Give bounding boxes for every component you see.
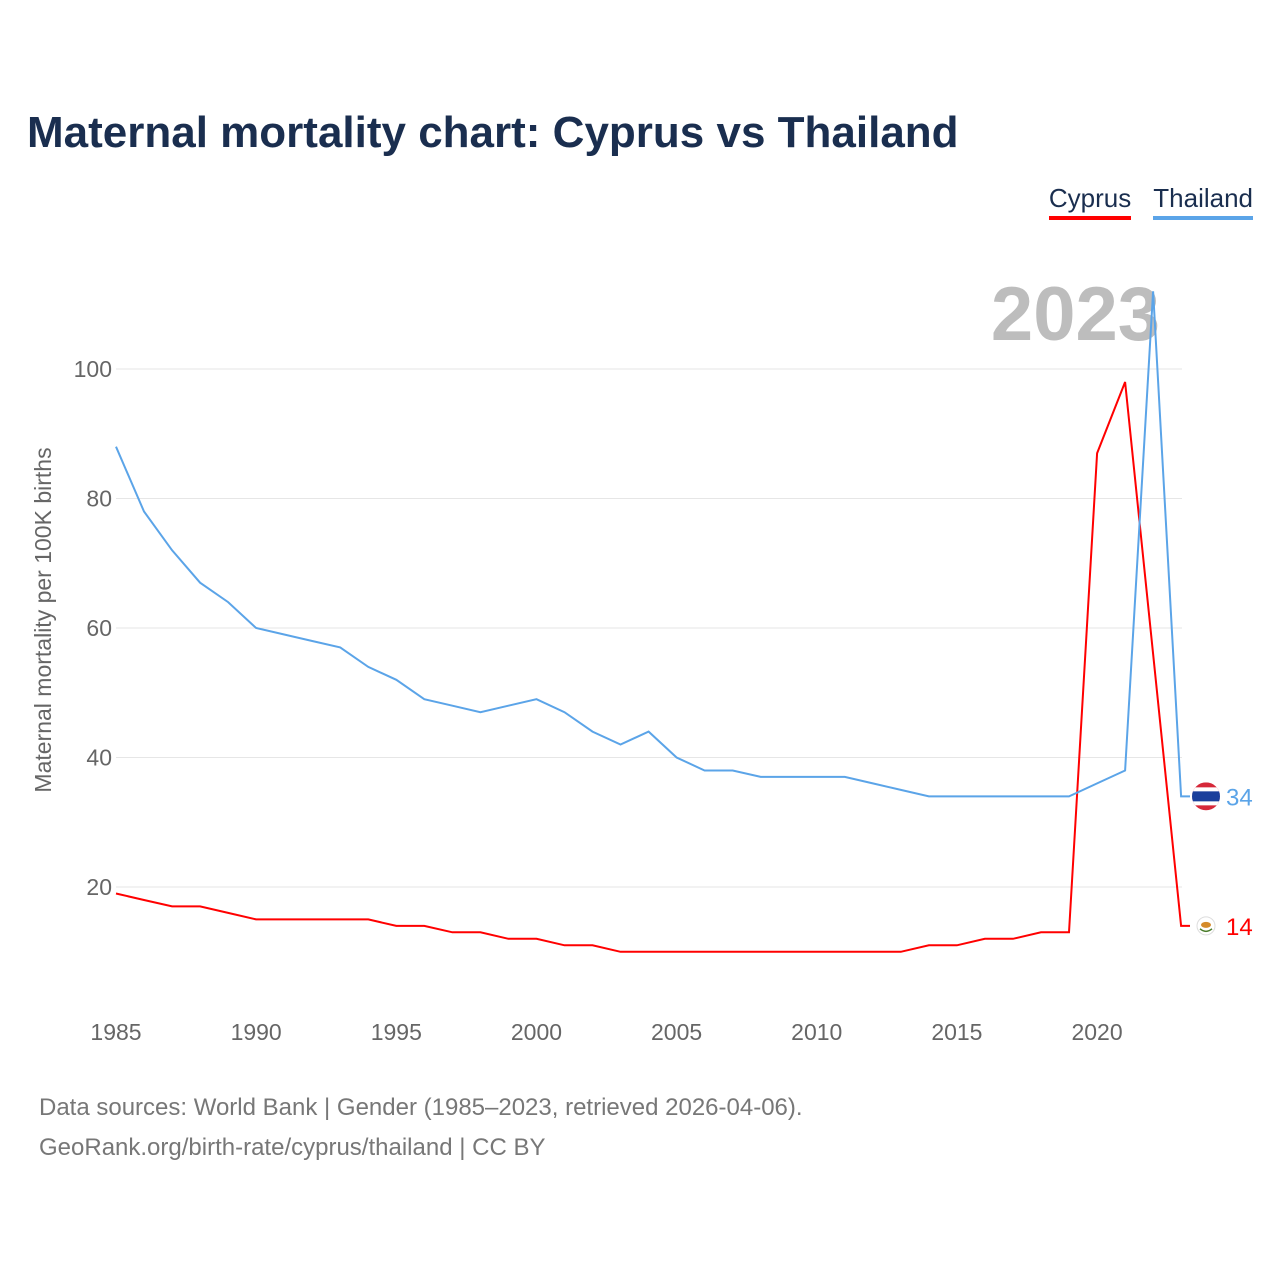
legend: Cyprus Thailand: [1048, 183, 1253, 220]
x-tick-label: 2010: [791, 1019, 842, 1045]
chart-title: Maternal mortality chart: Cyprus vs Thai…: [27, 108, 959, 157]
flag-map: [1201, 921, 1211, 928]
x-tick-label: 1985: [90, 1019, 141, 1045]
legend-cyprus[interactable]: Cyprus: [1048, 183, 1132, 220]
year-watermark: 2023: [991, 272, 1160, 357]
flag-stripe: [1192, 791, 1220, 802]
series-line-thailand: [115, 291, 1190, 798]
end-value-label-cyprus: 14: [1226, 914, 1253, 941]
y-tick-label: 60: [86, 615, 112, 641]
y-axis-label: Maternal mortality per 100K births: [30, 447, 56, 792]
footer: Data sources: World Bank | Gender (1985–…: [39, 1088, 803, 1168]
y-tick-label: 80: [86, 486, 112, 512]
legend-thailand[interactable]: Thailand: [1153, 183, 1253, 220]
x-tick-label: 1995: [371, 1019, 422, 1045]
data-source: Data sources: World Bank | Gender (1985–…: [39, 1094, 803, 1121]
x-tick-label: 2000: [511, 1019, 562, 1045]
end-value-label-thailand: 34: [1226, 784, 1253, 811]
y-tick-label: 40: [86, 745, 112, 771]
source-link[interactable]: GeoRank.org/birth-rate/cyprus/thailand |…: [39, 1134, 546, 1161]
x-tick-label: 2015: [931, 1019, 982, 1045]
x-tick-label: 2005: [651, 1019, 702, 1045]
y-tick-label: 20: [86, 874, 112, 900]
series-line-cyprus: [115, 381, 1190, 953]
flag-branches: [1199, 928, 1213, 933]
y-tick-label: 100: [74, 356, 112, 382]
x-tick-label: 2020: [1071, 1019, 1122, 1045]
x-tick-label: 1990: [231, 1019, 282, 1045]
